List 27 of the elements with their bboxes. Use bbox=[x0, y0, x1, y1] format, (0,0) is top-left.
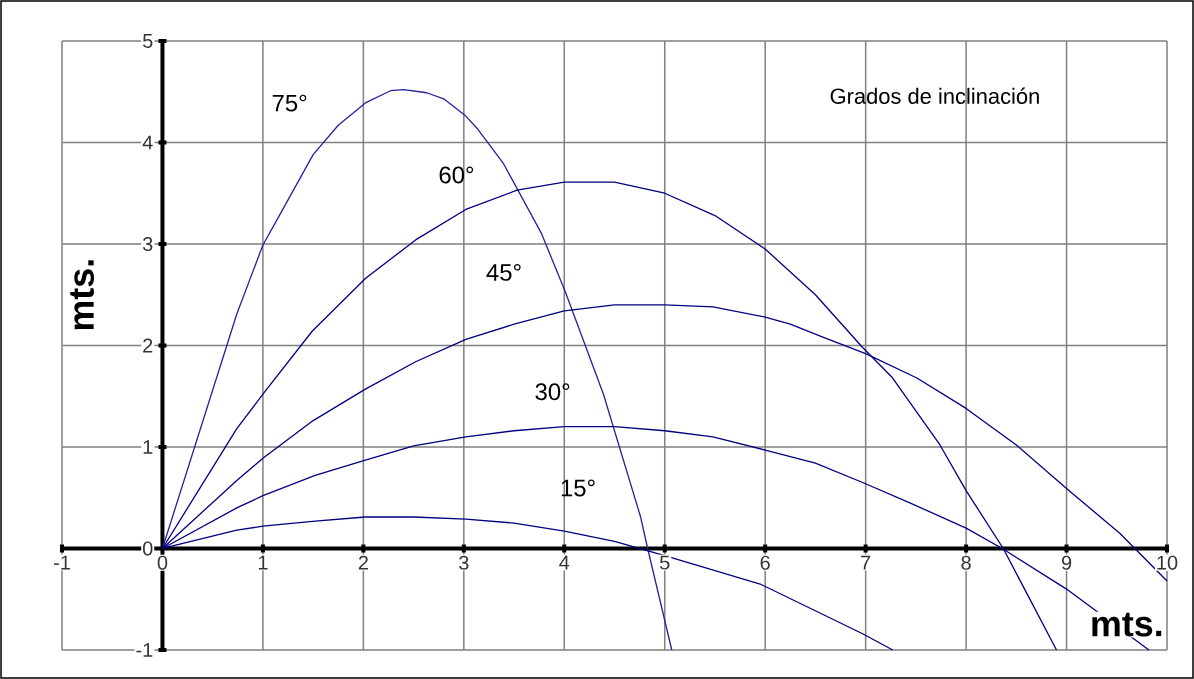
x-tick-label: -1 bbox=[54, 555, 70, 570]
x-tick-label: 0 bbox=[157, 555, 168, 570]
annotation: Grados de inclinación bbox=[830, 87, 1039, 104]
y-tick-label: 4 bbox=[142, 135, 153, 150]
y-tick-label: 2 bbox=[143, 338, 153, 353]
x-tick-label: 1 bbox=[258, 555, 268, 570]
annotation: 45° bbox=[486, 263, 521, 281]
annotation: 75° bbox=[272, 94, 307, 112]
x-tick-label: 6 bbox=[760, 555, 770, 570]
y-tick-label: -1 bbox=[136, 643, 153, 657]
y-axis-title: mts. bbox=[70, 260, 94, 330]
x-tick-label: 3 bbox=[459, 555, 469, 570]
y-tick-label: 3 bbox=[142, 236, 153, 252]
y-tick-label: 0 bbox=[142, 541, 153, 556]
x-tick-label: 5 bbox=[659, 555, 670, 570]
x-tick-label: 4 bbox=[559, 555, 570, 570]
x-tick-label: 2 bbox=[358, 555, 368, 570]
annotation: 15° bbox=[561, 479, 595, 497]
annotation: 60° bbox=[439, 166, 474, 184]
y-tick-label: 1 bbox=[143, 440, 153, 454]
y-tick-label: 5 bbox=[142, 34, 153, 48]
x-axis-title: mts. bbox=[1092, 612, 1162, 637]
annotation: 30° bbox=[535, 383, 570, 401]
x-tick-label: 7 bbox=[861, 555, 871, 570]
x-tick-label: 8 bbox=[961, 555, 971, 570]
x-tick-label: 9 bbox=[1061, 555, 1072, 570]
x-tick-label: 10 bbox=[1157, 555, 1178, 570]
